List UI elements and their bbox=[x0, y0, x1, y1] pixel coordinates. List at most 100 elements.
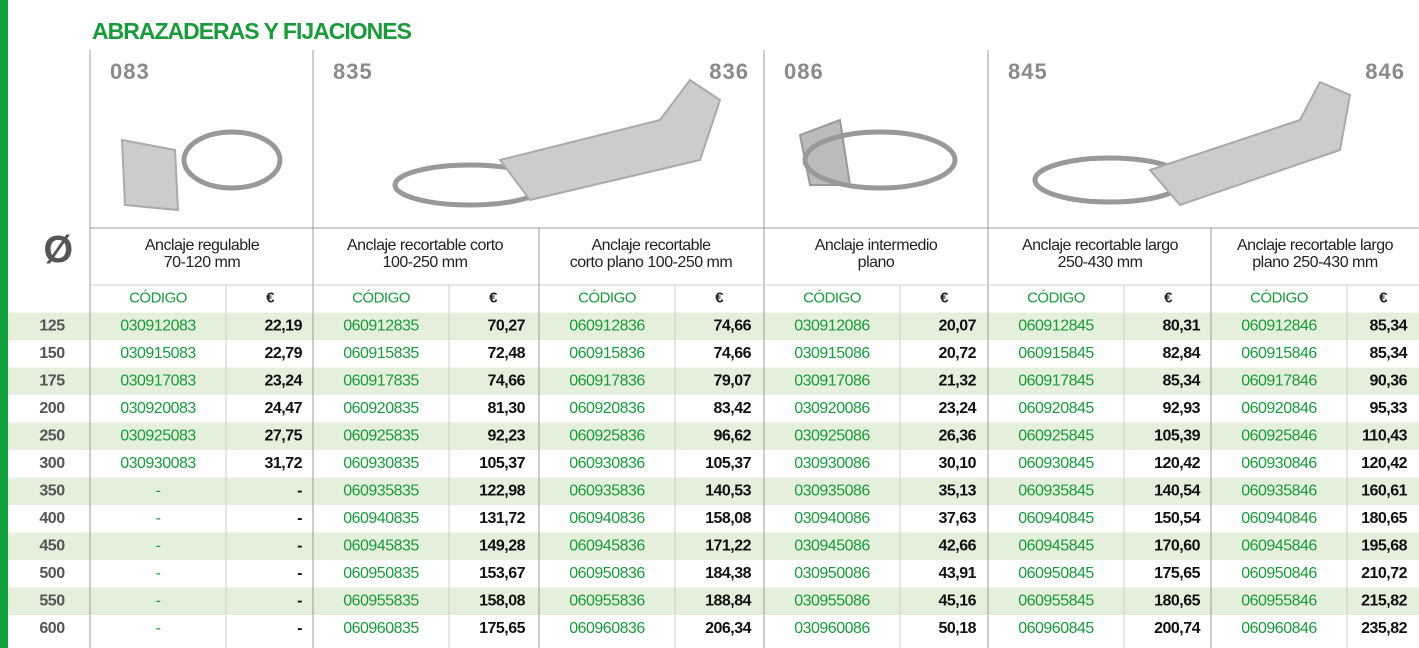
code: 060935836 bbox=[569, 482, 645, 499]
price: 21,32 bbox=[938, 372, 976, 389]
price: 42,66 bbox=[938, 537, 976, 554]
price: 31,72 bbox=[264, 455, 302, 472]
price: 131,72 bbox=[479, 510, 526, 527]
code: 060935846 bbox=[1241, 482, 1317, 499]
diameter-symbol: Ø bbox=[43, 229, 72, 271]
price: 23,24 bbox=[264, 372, 302, 389]
product-description: Anclaje regulable bbox=[145, 237, 260, 254]
price-header: € bbox=[266, 290, 275, 307]
price: 175,65 bbox=[1154, 565, 1201, 582]
price: 235,82 bbox=[1361, 620, 1408, 637]
price: 160,61 bbox=[1361, 482, 1408, 499]
price-header: € bbox=[1164, 290, 1173, 307]
code: 030920086 bbox=[794, 400, 870, 417]
code: 060925836 bbox=[569, 427, 645, 444]
price: 80,31 bbox=[1162, 317, 1200, 334]
code: 030935086 bbox=[794, 482, 870, 499]
code: 060912836 bbox=[569, 317, 645, 334]
code: 030955086 bbox=[794, 592, 870, 609]
code: 060930846 bbox=[1241, 455, 1317, 472]
code: 030940086 bbox=[794, 510, 870, 527]
code: 060955845 bbox=[1018, 592, 1094, 609]
code: 060917836 bbox=[569, 372, 645, 389]
code: 060955836 bbox=[569, 592, 645, 609]
product-description: Anclaje recortable largo bbox=[1237, 237, 1394, 254]
diameter: 350 bbox=[39, 482, 65, 499]
price: - bbox=[297, 592, 302, 609]
price: 120,42 bbox=[1154, 455, 1201, 472]
code: 060925845 bbox=[1018, 427, 1094, 444]
price: 153,67 bbox=[479, 565, 526, 582]
price-header: € bbox=[940, 290, 949, 307]
diameter: 450 bbox=[39, 537, 65, 554]
code: 060920846 bbox=[1241, 400, 1317, 417]
code: - bbox=[156, 592, 161, 609]
price: 188,84 bbox=[705, 592, 752, 609]
price: 105,39 bbox=[1154, 427, 1201, 444]
price: 140,53 bbox=[705, 482, 752, 499]
price: 215,82 bbox=[1361, 592, 1408, 609]
price: 24,47 bbox=[264, 400, 302, 417]
code: 060940845 bbox=[1018, 510, 1094, 527]
price: 35,13 bbox=[938, 482, 976, 499]
price: 210,72 bbox=[1361, 565, 1408, 582]
product-description: Anclaje recortable largo bbox=[1022, 237, 1179, 254]
price: 110,43 bbox=[1362, 427, 1408, 444]
price: 180,65 bbox=[1361, 510, 1408, 527]
code: 060960845 bbox=[1018, 620, 1094, 637]
price: 195,68 bbox=[1361, 537, 1408, 554]
price: 72,48 bbox=[487, 345, 525, 362]
price: 122,98 bbox=[479, 482, 526, 499]
product-number: 845 bbox=[1008, 59, 1048, 84]
code: 030930083 bbox=[120, 455, 196, 472]
price: 27,75 bbox=[264, 427, 302, 444]
diameter: 550 bbox=[39, 592, 65, 609]
code: 060917845 bbox=[1018, 372, 1094, 389]
code: 060950845 bbox=[1018, 565, 1094, 582]
code: 060915835 bbox=[343, 345, 419, 362]
product-description: plano 250-430 mm bbox=[1252, 254, 1378, 271]
code: 060950846 bbox=[1241, 565, 1317, 582]
price: 85,34 bbox=[1369, 317, 1407, 334]
code-header: CÓDIGO bbox=[578, 290, 636, 307]
price: 149,28 bbox=[479, 537, 526, 554]
price: 180,65 bbox=[1154, 592, 1201, 609]
product-description: Anclaje intermedio bbox=[815, 237, 938, 254]
code: 060955846 bbox=[1241, 592, 1317, 609]
code: - bbox=[156, 482, 161, 499]
price: 85,34 bbox=[1162, 372, 1200, 389]
title: ABRAZADERAS Y FIJACIONES bbox=[92, 18, 412, 44]
price: 85,34 bbox=[1369, 345, 1407, 362]
code: 030960086 bbox=[794, 620, 870, 637]
price: 45,16 bbox=[938, 592, 976, 609]
price: 30,10 bbox=[938, 455, 976, 472]
price: 120,42 bbox=[1361, 455, 1408, 472]
price: 23,24 bbox=[938, 400, 976, 417]
price-header: € bbox=[715, 290, 724, 307]
code: 060945835 bbox=[343, 537, 419, 554]
price: 83,42 bbox=[713, 400, 751, 417]
code: 060930845 bbox=[1018, 455, 1094, 472]
price: 82,84 bbox=[1162, 345, 1200, 362]
code: 030945086 bbox=[794, 537, 870, 554]
code: 060940836 bbox=[569, 510, 645, 527]
code: 060935835 bbox=[343, 482, 419, 499]
price: 79,07 bbox=[713, 372, 751, 389]
price: 20,72 bbox=[938, 345, 976, 362]
price: 20,07 bbox=[938, 317, 976, 334]
code: 060915845 bbox=[1018, 345, 1094, 362]
price: 92,93 bbox=[1162, 400, 1200, 417]
price: 171,22 bbox=[705, 537, 752, 554]
product-number: 836 bbox=[709, 59, 749, 84]
code: 060917846 bbox=[1241, 372, 1317, 389]
price: 37,63 bbox=[938, 510, 976, 527]
product-description: corto plano 100-250 mm bbox=[570, 254, 733, 271]
code: - bbox=[156, 565, 161, 582]
diameter: 600 bbox=[39, 620, 65, 637]
price: 43,91 bbox=[938, 565, 976, 582]
code: 030950086 bbox=[794, 565, 870, 582]
price: 105,37 bbox=[479, 455, 526, 472]
code: 030915086 bbox=[794, 345, 870, 362]
diameter: 150 bbox=[39, 345, 65, 362]
diameter: 125 bbox=[39, 317, 65, 334]
